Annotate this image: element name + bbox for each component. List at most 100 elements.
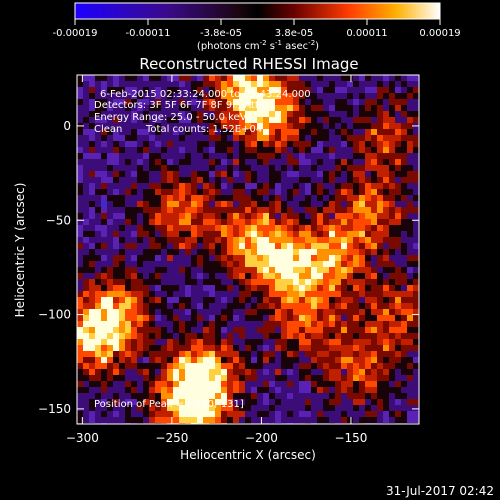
image-pixel <box>401 255 407 261</box>
image-pixel <box>125 345 131 351</box>
image-pixel <box>293 213 299 219</box>
image-pixel <box>245 315 251 321</box>
image-pixel <box>95 231 101 237</box>
image-pixel <box>179 213 185 219</box>
image-pixel <box>245 123 251 129</box>
image-pixel <box>173 273 179 279</box>
image-pixel <box>383 351 389 357</box>
image-pixel <box>143 237 149 243</box>
image-pixel <box>413 237 419 243</box>
image-pixel <box>389 417 395 423</box>
image-pixel <box>221 171 227 177</box>
image-pixel <box>131 249 137 255</box>
image-pixel <box>293 99 299 105</box>
image-pixel <box>389 177 395 183</box>
image-pixel <box>365 411 371 417</box>
image-pixel <box>377 297 383 303</box>
image-pixel <box>287 261 293 267</box>
image-pixel <box>95 159 101 165</box>
image-pixel <box>299 81 305 87</box>
image-pixel <box>149 165 155 171</box>
image-pixel <box>209 279 215 285</box>
image-pixel <box>401 375 407 381</box>
colorbar: -0.00019 -0.00011 -3.8e-05 3.8e-05 0.00011 0.… <box>53 2 461 52</box>
image-pixel <box>293 357 299 363</box>
image-pixel <box>335 321 341 327</box>
image-pixel <box>149 291 155 297</box>
image-pixel <box>95 87 101 93</box>
image-pixel <box>275 171 281 177</box>
image-pixel <box>113 333 119 339</box>
image-pixel <box>113 339 119 345</box>
image-pixel <box>413 165 419 171</box>
image-pixel <box>227 291 233 297</box>
image-pixel <box>359 237 365 243</box>
image-pixel <box>389 309 395 315</box>
image-pixel <box>401 237 407 243</box>
image-pixel <box>383 291 389 297</box>
image-pixel <box>167 369 173 375</box>
image-pixel <box>131 129 137 135</box>
image-pixel <box>209 171 215 177</box>
image-pixel <box>275 237 281 243</box>
image-pixel <box>329 387 335 393</box>
image-pixel <box>341 297 347 303</box>
image-pixel <box>137 231 143 237</box>
image-pixel <box>383 243 389 249</box>
image-pixel <box>317 411 323 417</box>
image-pixel <box>143 273 149 279</box>
image-pixel <box>161 111 167 117</box>
image-pixel <box>185 183 191 189</box>
image-pixel <box>245 93 251 99</box>
image-pixel <box>191 141 197 147</box>
image-pixel <box>113 159 119 165</box>
image-pixel <box>233 105 239 111</box>
image-pixel <box>119 411 125 417</box>
image-pixel <box>281 75 287 81</box>
image-pixel <box>131 261 137 267</box>
image-pixel <box>299 177 305 183</box>
image-pixel <box>113 207 119 213</box>
image-pixel <box>371 195 377 201</box>
image-pixel <box>89 231 95 237</box>
image-pixel <box>263 357 269 363</box>
image-pixel <box>239 291 245 297</box>
image-pixel <box>299 135 305 141</box>
image-pixel <box>221 273 227 279</box>
image-pixel <box>275 249 281 255</box>
image-pixel <box>227 267 233 273</box>
image-pixel <box>365 309 371 315</box>
image-pixel <box>77 309 83 315</box>
image-pixel <box>161 195 167 201</box>
image-pixel <box>401 303 407 309</box>
image-pixel <box>401 261 407 267</box>
image-pixel <box>185 405 191 411</box>
image-pixel <box>257 303 263 309</box>
image-pixel <box>167 273 173 279</box>
image-pixel <box>281 87 287 93</box>
image-pixel <box>131 213 137 219</box>
image-pixel <box>407 393 413 399</box>
image-pixel <box>113 117 119 123</box>
image-pixel <box>311 159 317 165</box>
image-pixel <box>353 189 359 195</box>
image-pixel <box>395 291 401 297</box>
image-pixel <box>83 333 89 339</box>
image-pixel <box>275 111 281 117</box>
image-pixel <box>227 405 233 411</box>
image-pixel <box>293 369 299 375</box>
image-pixel <box>329 159 335 165</box>
image-pixel <box>311 165 317 171</box>
image-pixel <box>305 117 311 123</box>
image-pixel <box>323 171 329 177</box>
image-pixel <box>77 357 83 363</box>
image-pixel <box>329 153 335 159</box>
image-pixel <box>161 273 167 279</box>
image-pixel <box>131 369 137 375</box>
image-pixel <box>257 135 263 141</box>
image-pixel <box>101 129 107 135</box>
image-pixel <box>341 387 347 393</box>
image-pixel <box>353 99 359 105</box>
x-tick-label: −250 <box>155 431 188 445</box>
image-pixel <box>281 165 287 171</box>
